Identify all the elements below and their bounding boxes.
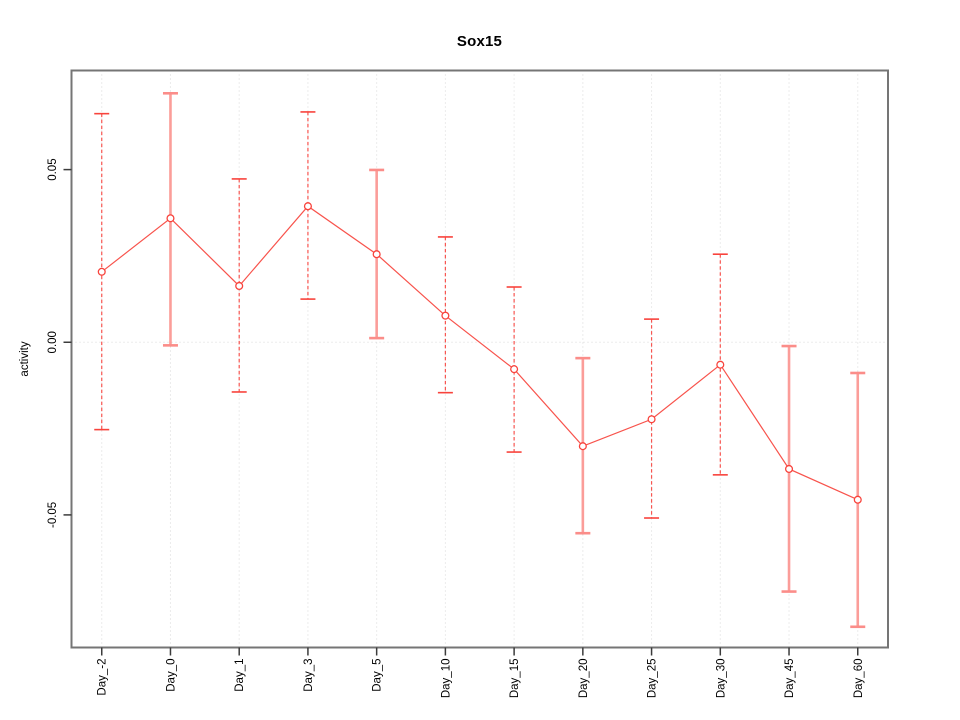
x-tick-label: Day_1: [234, 659, 246, 692]
x-tick-label: Day_0: [165, 659, 177, 692]
data-point: [716, 360, 725, 369]
x-tick-label: Day_30: [715, 659, 727, 699]
x-tick-label: Day_25: [647, 659, 659, 699]
plot-box: [70, 69, 889, 649]
data-point: [166, 214, 175, 223]
y-tick-label: -0.05: [47, 502, 59, 528]
data-point: [97, 267, 106, 276]
x-tick-label: Day_60: [853, 659, 865, 699]
x-tick-label: Day_3: [303, 659, 315, 692]
chart-title: Sox15: [456, 33, 503, 50]
data-point: [784, 464, 794, 474]
data-point: [510, 365, 519, 374]
x-tick-label: Day_15: [509, 659, 521, 699]
gridlines: [71, 70, 888, 648]
x-tick-label: Day_45: [784, 659, 796, 699]
data-point: [441, 311, 450, 320]
series-line: [101, 205, 859, 501]
error-bars: [94, 91, 866, 629]
data-points: [97, 202, 862, 504]
x-tick-label: Day_10: [440, 659, 452, 699]
data-point: [303, 202, 312, 211]
x-tick-label: Day_20: [578, 659, 590, 699]
data-point: [235, 281, 244, 291]
y-axis: -0.05 0.00 0.05: [47, 158, 72, 528]
data-point: [578, 442, 587, 451]
data-point: [647, 415, 656, 424]
y-tick-label: 0.05: [47, 158, 59, 180]
y-tick-label: 0.00: [47, 331, 59, 353]
x-tick-label: Day_5: [372, 659, 384, 692]
x-axis: Day_-2 Day_0 Day_1 Day_3 Day_5 Day_10 Day_15 Da…: [97, 647, 865, 699]
x-tick-label: Day_-2: [97, 659, 109, 696]
data-point: [853, 495, 862, 504]
data-point: [372, 250, 381, 259]
